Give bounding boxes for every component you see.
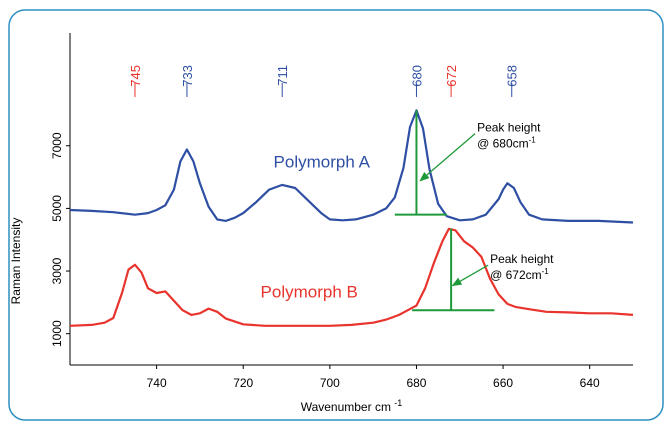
y-tick-label: 7000 — [50, 132, 64, 159]
peak-label: 672 — [444, 65, 459, 87]
annotation-arrow — [419, 133, 476, 182]
x-tick-label: 740 — [147, 376, 167, 390]
peak-label: 658 — [505, 65, 520, 87]
annotation-arrow — [451, 264, 489, 287]
polymorph-b-line — [69, 227, 634, 327]
axes: 740 720 700 680 660 640 1000 3000 5000 7000 Wavenu… — [9, 33, 633, 414]
x-axis-title: Wavenumber cm -1 — [301, 398, 403, 414]
peak-label: 711 — [275, 65, 290, 86]
peak-height-markers — [394, 110, 495, 312]
annotation-line2: @ 680cm-1 — [477, 136, 536, 151]
peak-label: 745 — [128, 65, 143, 87]
y-tick-label: 3000 — [50, 257, 64, 284]
annotation-line1: Peak height — [490, 252, 554, 266]
x-tick-label: 640 — [580, 376, 600, 390]
peak-label: 680 — [409, 65, 424, 87]
polymorph-a-label: Polymorph A — [274, 153, 371, 172]
annotation-line2: @ 672cm-1 — [490, 267, 549, 282]
x-tick-label: 720 — [233, 376, 253, 390]
y-axis-title: Raman Intensity — [9, 218, 23, 305]
annotation-line1: Peak height — [477, 121, 541, 135]
series-lines — [69, 109, 634, 327]
polymorph-b-label: Polymorph B — [261, 283, 358, 302]
y-tick-label: 5000 — [50, 195, 64, 222]
x-tick-label: 680 — [406, 376, 426, 390]
peak-label: 733 — [180, 65, 195, 87]
polymorph-a-line — [69, 109, 634, 224]
y-tick-label: 1000 — [50, 320, 64, 347]
x-tick-label: 660 — [493, 376, 513, 390]
x-tick-label: 700 — [320, 376, 340, 390]
